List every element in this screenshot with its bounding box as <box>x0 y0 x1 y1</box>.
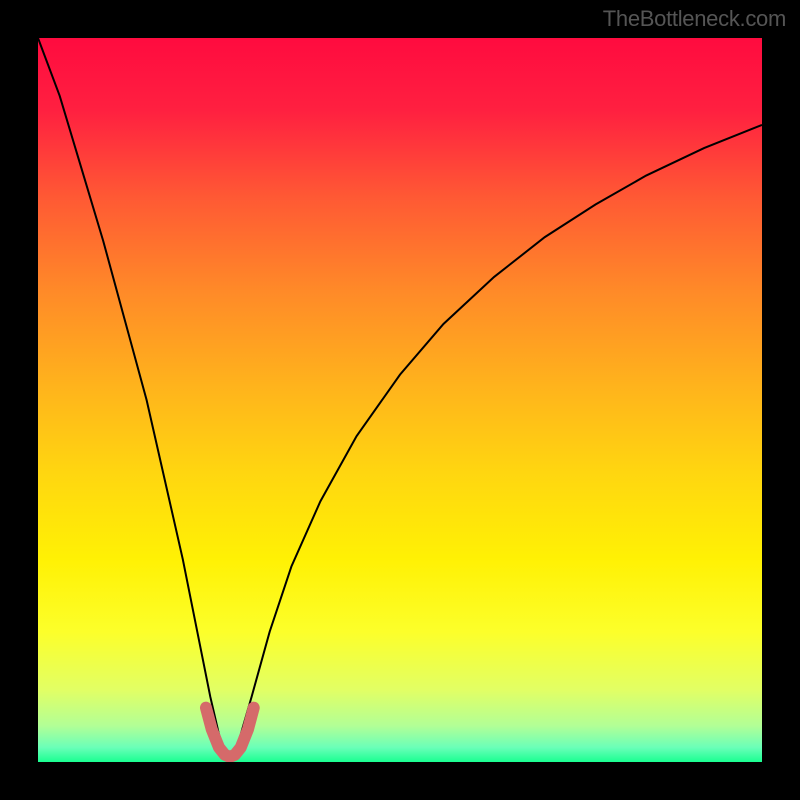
highlight-dip <box>206 708 254 757</box>
bottleneck-curve <box>38 38 762 758</box>
watermark-text: TheBottleneck.com <box>603 6 786 32</box>
plot-area <box>38 38 762 762</box>
chart-container: TheBottleneck.com <box>0 0 800 800</box>
curve-layer <box>38 38 762 762</box>
